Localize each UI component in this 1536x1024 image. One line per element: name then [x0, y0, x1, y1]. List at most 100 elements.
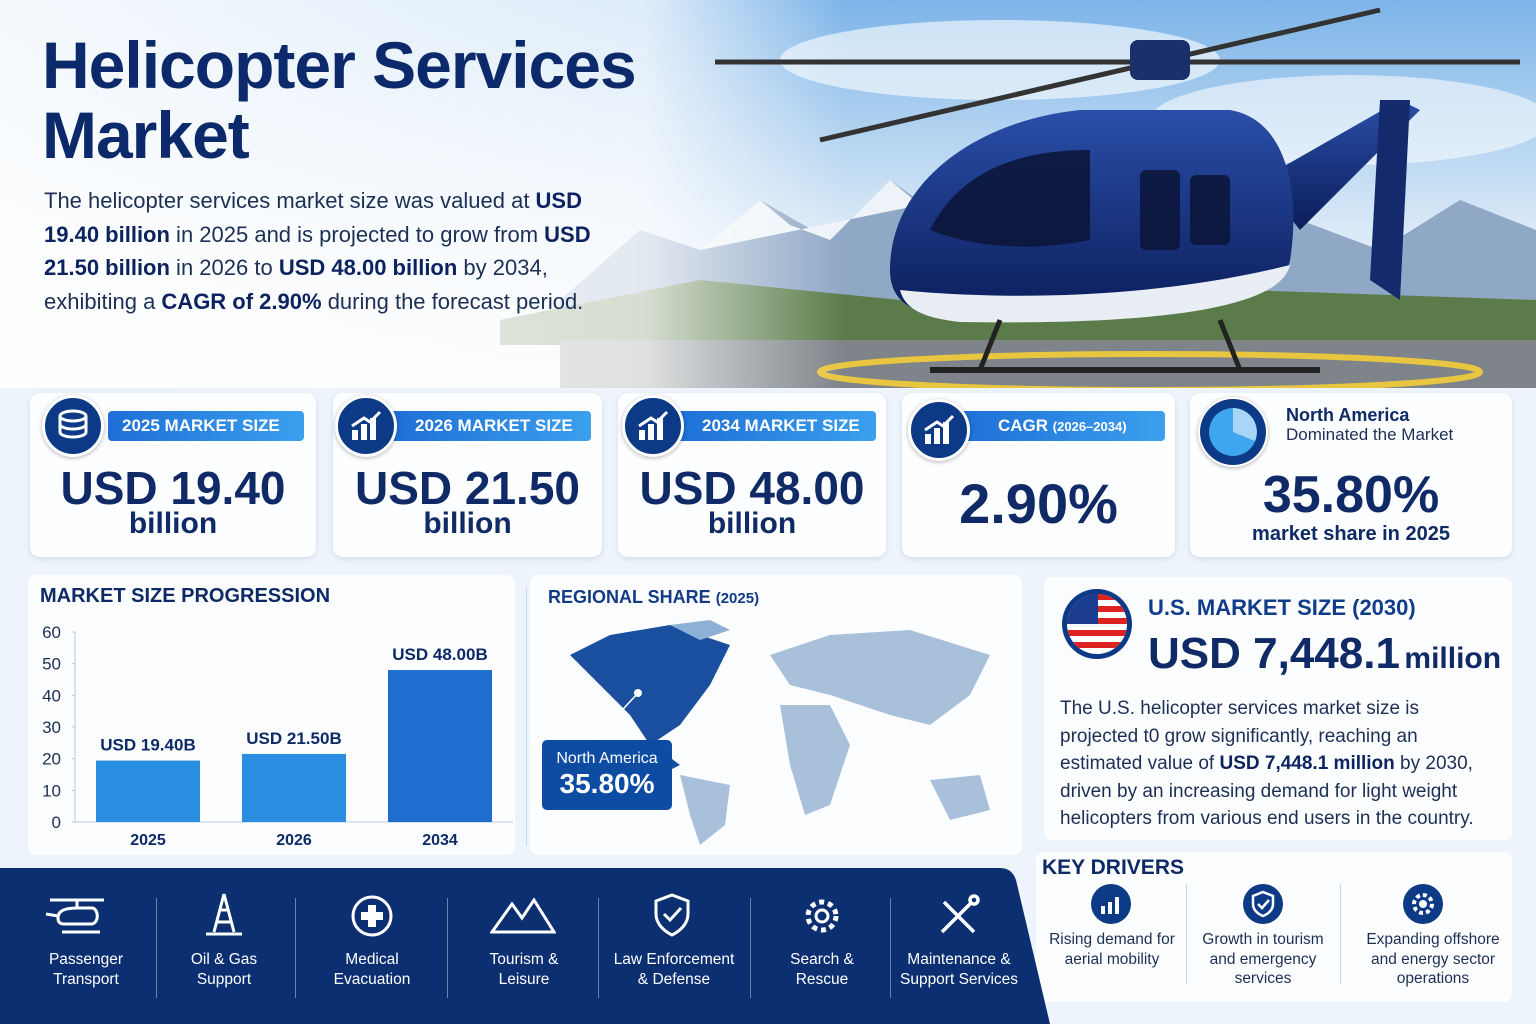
chart: 0 10 20 30 40 50 60 2025 USD 19.40B 2026 USD 21.50…	[42, 623, 513, 849]
y-tick-label: 50	[42, 655, 61, 674]
hero-art	[0, 0, 1536, 388]
south-america	[680, 775, 730, 845]
hero: Helicopter Services Market The helicopte…	[0, 0, 1536, 388]
map-callout: North America 35.80%	[542, 740, 672, 810]
map-title-text: REGIONAL SHARE	[548, 587, 711, 607]
segment-divider	[295, 898, 296, 998]
icon-gear	[805, 899, 839, 933]
icon-mountains	[490, 897, 556, 934]
stat-card: CAGR (2026–2034) 2.90%	[902, 393, 1175, 557]
divider	[1186, 884, 1187, 984]
map-panel: REGIONAL SHARE (2025) North America 35.8…	[530, 575, 1022, 855]
intro-highlight: CAGR of 2.90%	[161, 288, 322, 314]
map-year: (2025)	[715, 590, 760, 607]
intro-highlight: USD 19.40 billion	[44, 188, 582, 247]
y-tick-label: 0	[52, 813, 61, 832]
segment-label: Tourism & Leisure	[489, 951, 559, 988]
africa	[780, 705, 850, 815]
stat-card: 2026 MARKET SIZE USD 21.50 billion	[333, 393, 602, 557]
segment-label: Search & Rescue	[790, 951, 854, 988]
intro-text: in 2026 to	[169, 255, 279, 280]
intro-text: in 2025 and is projected to grow from	[169, 221, 545, 247]
stat-label: 2034 MARKET SIZE	[676, 411, 876, 441]
segment-label: Law Enforcement & Defense	[613, 951, 735, 988]
greenland	[670, 620, 730, 640]
y-tick-label: 30	[42, 718, 61, 737]
intro-text: by 2034, exhibiting a	[44, 255, 548, 314]
callout-region: North America	[556, 750, 658, 767]
segment-divider	[750, 898, 751, 998]
x-tick-label: 2034	[422, 832, 458, 849]
us-unit: million	[1404, 642, 1502, 675]
us-text-highlight: USD 7,448.1 million	[1219, 753, 1395, 774]
x-tick-label: 2025	[130, 832, 166, 849]
driver-text: Growth in tourism and emergency services	[1202, 931, 1324, 987]
stat-label: 2026 MARKET SIZE	[391, 411, 591, 441]
stat-card: 2025 MARKET SIZE USD 19.40 billion	[30, 393, 316, 557]
us-text-part: by 2030, driven by an increasing demand …	[1060, 753, 1474, 829]
y-tick-label: 20	[42, 750, 61, 769]
intro-highlight: USD 21.50 billion	[44, 221, 591, 281]
driver-icon	[1243, 884, 1283, 924]
us-panel: U.S. MARKET SIZE (2030) USD 7,448.1 mill…	[1044, 577, 1512, 840]
us-flag	[1062, 589, 1132, 659]
segment-divider	[447, 898, 448, 998]
eurasia	[770, 630, 990, 725]
icon-shield	[654, 893, 690, 937]
stat-card: 2034 MARKET SIZE USD 48.00 billion	[618, 393, 886, 557]
stat-unit: billion	[707, 507, 797, 540]
y-tick-label: 10	[42, 781, 61, 800]
stat-label: North America	[1286, 405, 1410, 425]
bar	[242, 753, 346, 822]
value-label: USD 21.50B	[246, 729, 341, 748]
map-title: REGIONAL SHARE (2025)	[548, 587, 759, 608]
stat-label: CAGR	[998, 416, 1049, 435]
segment-label: Maintenance & Support Services	[899, 951, 1019, 988]
segment-label: Medical Evacuation	[333, 951, 411, 988]
stat-value: 2.90%	[959, 472, 1118, 535]
segment-label: Oil & Gas Support	[190, 951, 258, 988]
drivers-panel: KEY DRIVERS	[1036, 852, 1512, 1002]
stat-card: North America Dominated the Market 35.80…	[1190, 393, 1512, 557]
world-map	[570, 620, 990, 845]
stat-sublabel: (2026–2034)	[1052, 419, 1127, 434]
bar	[388, 670, 492, 822]
helicopter	[715, 7, 1520, 373]
chart-panel: MARKET SIZE PROGRESSION 0 10 20 30 40 50 60 202…	[28, 575, 515, 855]
segment-divider	[890, 898, 891, 998]
stat-unit: billion	[128, 507, 218, 540]
divider	[1340, 884, 1341, 984]
stat-value: USD 48.00	[639, 462, 865, 514]
icon-growth	[335, 395, 397, 457]
segment-label: Passenger Transport	[48, 951, 124, 988]
stat-label-box: CAGR (2026–2034)	[960, 411, 1165, 441]
us-value: USD 7,448.1	[1148, 629, 1400, 678]
icon-tools	[940, 894, 980, 934]
us-title: U.S. MARKET SIZE (2030)	[1148, 595, 1416, 620]
segment-divider	[598, 898, 599, 998]
value-label: USD 19.40B	[100, 736, 195, 755]
title: Helicopter Services Market	[42, 28, 637, 172]
intro-text: during the forecast period.	[321, 288, 584, 314]
stat-unit: market share in 2025	[1252, 523, 1450, 545]
drivers-title: KEY DRIVERS	[1042, 856, 1184, 879]
icon-medical	[351, 895, 393, 937]
segment-divider	[156, 898, 157, 998]
icon-coins	[42, 395, 104, 457]
driver-icon	[1091, 884, 1131, 924]
stat-sublabel: Dominated the Market	[1286, 425, 1454, 444]
icon-growth	[622, 395, 684, 457]
intro-text: The helicopter services market size was …	[44, 188, 536, 213]
callout-value: 35.80%	[559, 768, 655, 799]
icon-helicopter	[45, 898, 104, 934]
divider	[526, 588, 527, 846]
us-value-box: USD 7,448.1 million	[1148, 629, 1501, 679]
us-text: The U.S. helicopter services market size…	[1060, 695, 1500, 833]
icon-pie	[1198, 397, 1268, 467]
north-america	[570, 625, 730, 745]
driver-text: Expanding offshore and energy sector ope…	[1366, 931, 1500, 987]
map-leader	[589, 692, 639, 746]
stat-unit: billion	[423, 507, 512, 540]
icon-oil-rig	[206, 893, 242, 936]
